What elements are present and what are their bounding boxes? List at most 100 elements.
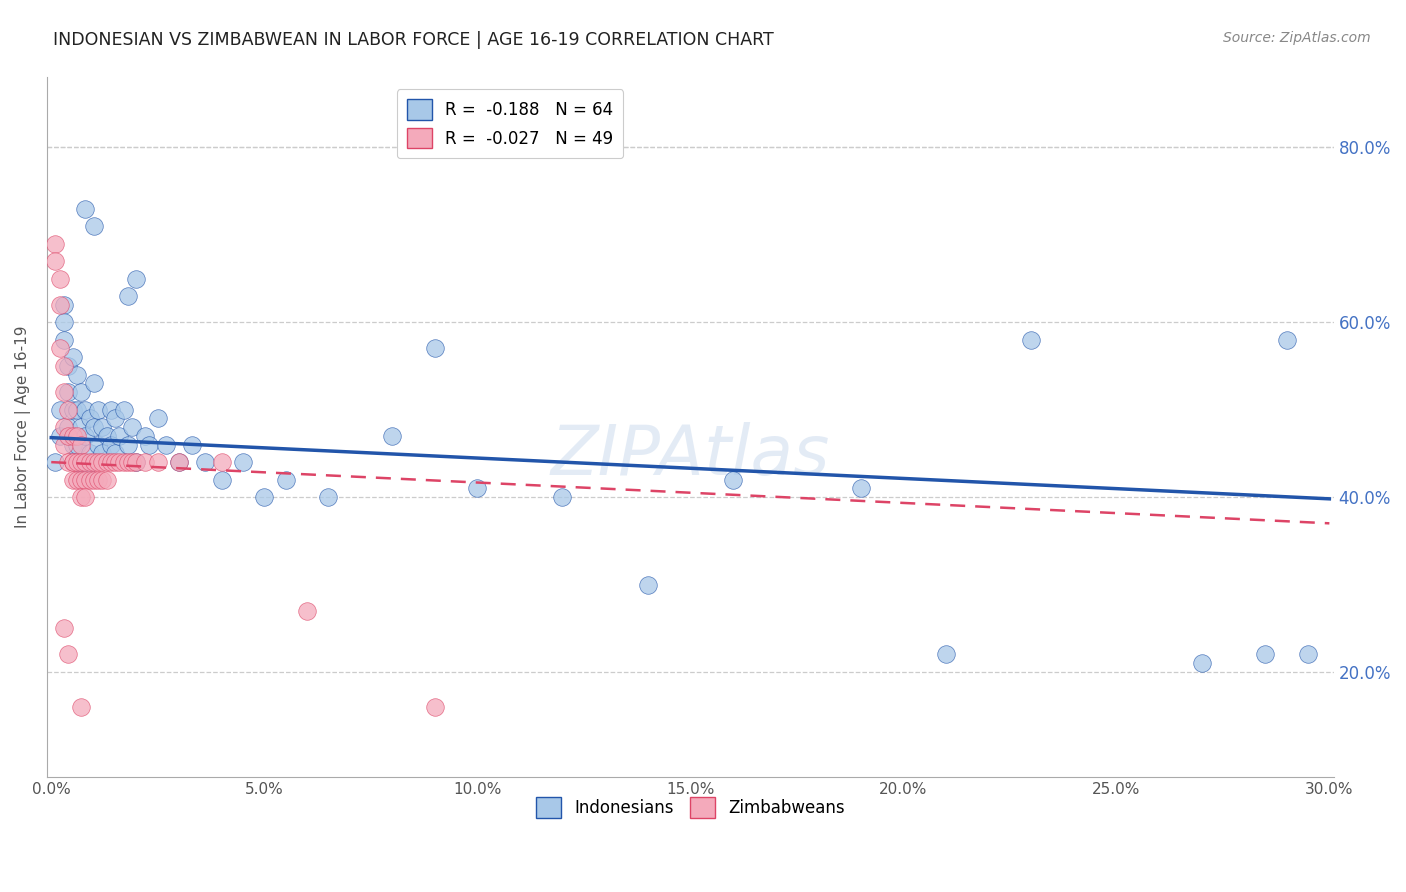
Legend: Indonesians, Zimbabweans: Indonesians, Zimbabweans [529,791,852,824]
Text: Source: ZipAtlas.com: Source: ZipAtlas.com [1223,31,1371,45]
Point [104,411,127,425]
Point [75,429,97,443]
Point [58,402,80,417]
Point [83,219,105,233]
Point [125,271,148,285]
Point [1191,657,1213,671]
Point [155,437,177,451]
Point [70,455,93,469]
Point [53,621,76,635]
Point [146,455,169,469]
Point [935,648,957,662]
Point [100,455,122,469]
Point [79,446,101,460]
Point [79,473,101,487]
Point [96,455,118,469]
Point [53,333,76,347]
Point [83,420,105,434]
Point [48,402,70,417]
Point [62,473,84,487]
Point [125,455,148,469]
Point [1296,648,1319,662]
Point [62,350,84,364]
Point [117,437,139,451]
Text: ZIPAtlas: ZIPAtlas [551,422,830,489]
Point [87,473,110,487]
Text: INDONESIAN VS ZIMBABWEAN IN LABOR FORCE | AGE 16-19 CORRELATION CHART: INDONESIAN VS ZIMBABWEAN IN LABOR FORCE … [53,31,775,49]
Y-axis label: In Labor Force | Age 16-19: In Labor Force | Age 16-19 [15,326,31,528]
Point [58,385,80,400]
Point [48,429,70,443]
Point [83,376,105,391]
Point [58,429,80,443]
Point [66,429,89,443]
Point [70,473,93,487]
Point [75,402,97,417]
Point [87,455,110,469]
Point [1275,333,1298,347]
Point [108,455,131,469]
Point [91,446,114,460]
Point [48,342,70,356]
Point [70,437,93,451]
Point [79,411,101,425]
Point [232,455,254,469]
Point [1019,333,1042,347]
Point [849,481,872,495]
Point [117,289,139,303]
Point [125,455,148,469]
Point [62,429,84,443]
Point [96,473,118,487]
Point [53,359,76,373]
Point [75,455,97,469]
Point [58,359,80,373]
Point [146,411,169,425]
Point [423,700,446,714]
Point [253,490,276,504]
Point [83,473,105,487]
Point [53,298,76,312]
Point [274,473,297,487]
Point [66,368,89,382]
Point [62,402,84,417]
Point [70,420,93,434]
Point [112,402,135,417]
Point [91,420,114,434]
Point [75,473,97,487]
Point [44,455,66,469]
Point [91,473,114,487]
Point [465,481,488,495]
Point [87,402,110,417]
Point [721,473,744,487]
Point [70,700,93,714]
Point [70,455,93,469]
Point [87,437,110,451]
Point [79,455,101,469]
Point [112,455,135,469]
Point [423,342,446,356]
Point [75,202,97,216]
Point [53,420,76,434]
Point [62,455,84,469]
Point [637,577,659,591]
Point [70,490,93,504]
Point [295,604,318,618]
Point [96,429,118,443]
Point [180,437,202,451]
Point [194,455,217,469]
Point [211,473,233,487]
Point [138,437,160,451]
Point [44,254,66,268]
Point [66,473,89,487]
Point [117,455,139,469]
Point [44,236,66,251]
Point [134,429,156,443]
Point [66,437,89,451]
Point [70,385,93,400]
Point [53,437,76,451]
Point [121,420,143,434]
Point [58,648,80,662]
Point [48,271,70,285]
Point [551,490,574,504]
Point [121,455,143,469]
